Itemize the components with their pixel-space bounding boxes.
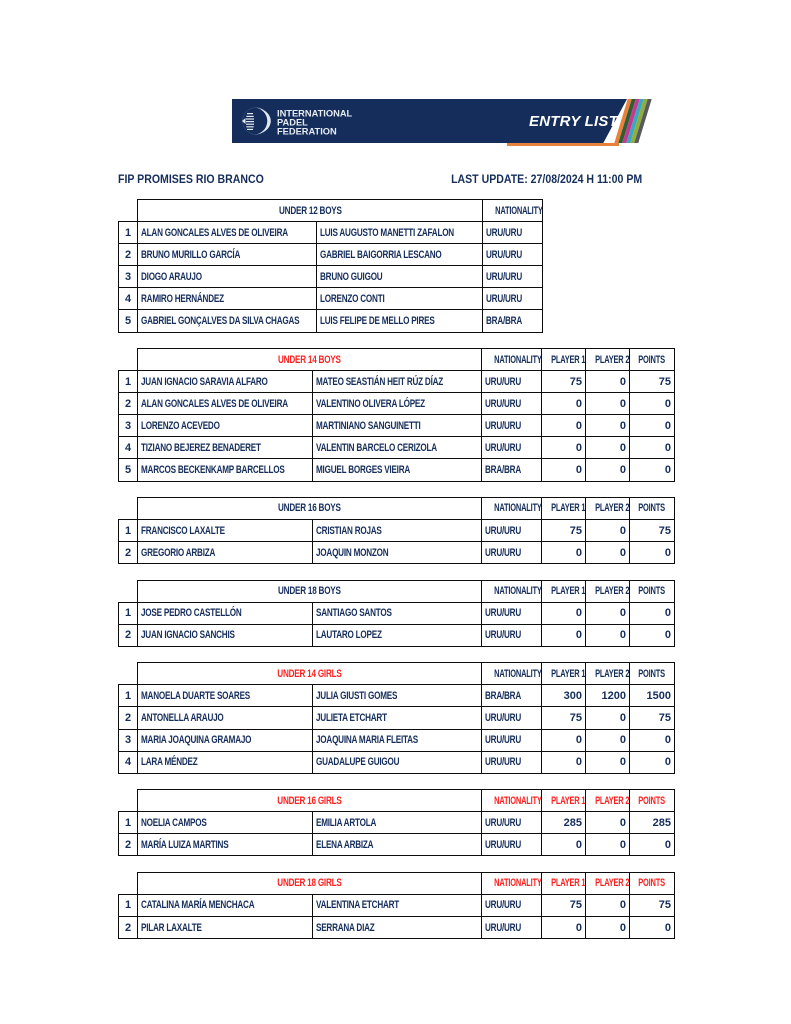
svg-text:FEDERATION: FEDERATION bbox=[277, 127, 337, 137]
